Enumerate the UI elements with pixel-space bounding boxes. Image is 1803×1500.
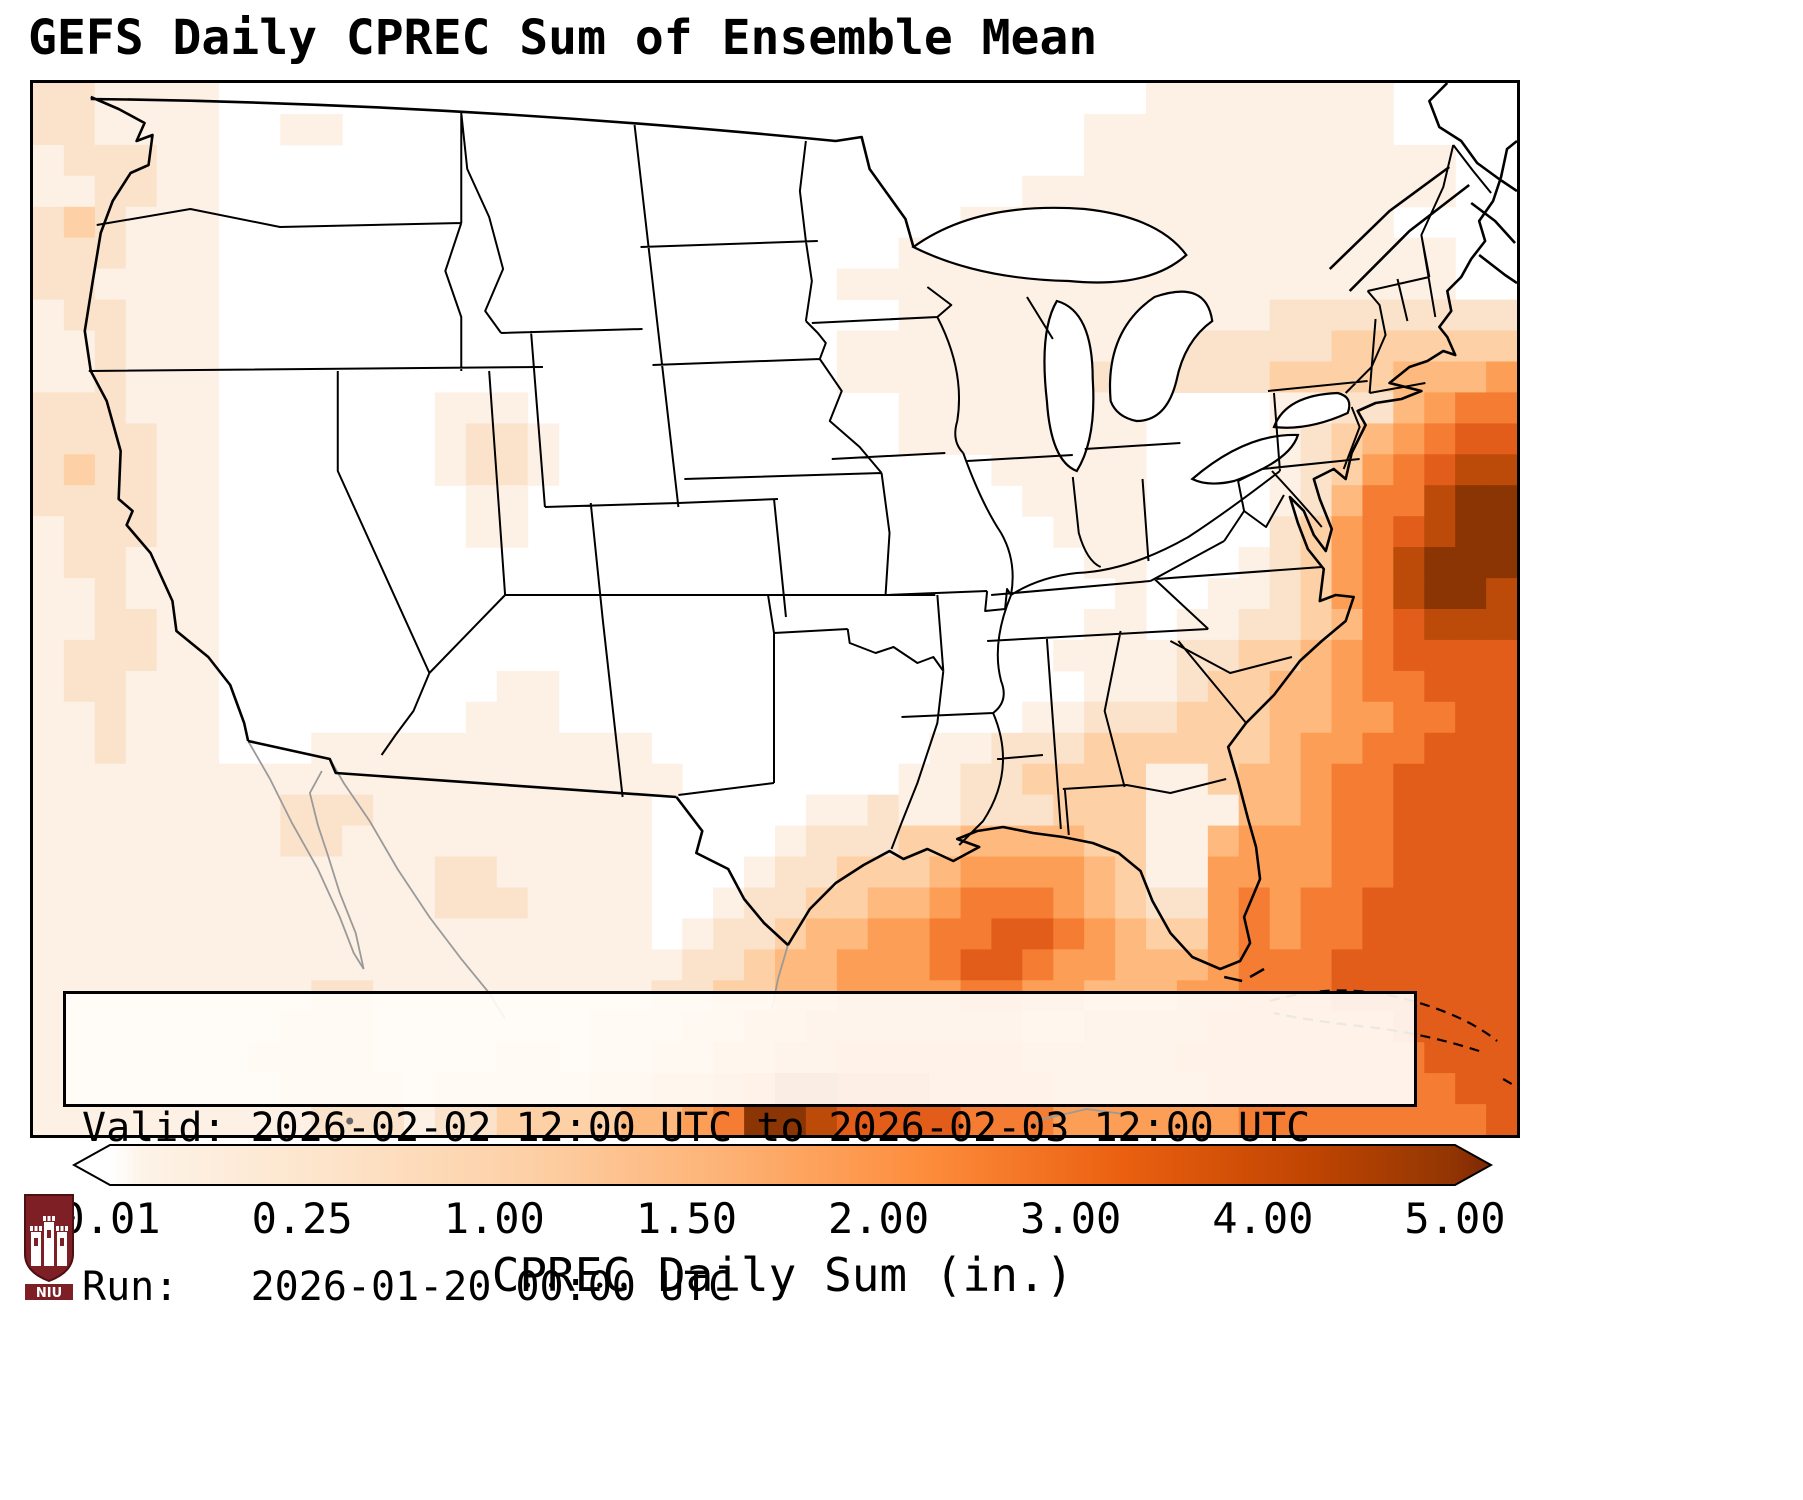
valid-run-info-box: Valid: 2026-02-02 12:00 UTC to 2026-02-0… (63, 991, 1417, 1310)
page-title: GEFS Daily CPREC Sum of Ensemble Mean (28, 10, 1098, 66)
colorbar-tick-label: 0.01 (59, 1194, 161, 1243)
colorbar-tick-label: 3.00 (1020, 1194, 1122, 1243)
us-precipitation-map (33, 83, 1517, 1135)
niu-logo-text: NIU (36, 1286, 62, 1300)
state-boundaries (88, 112, 1492, 850)
colorbar-tick-label: 4.00 (1212, 1194, 1314, 1243)
colorbar-tick-labels: 0.01 0.25 1.00 1.50 2.00 3.00 4.00 5.00 (59, 1194, 1505, 1246)
colorbar (70, 1142, 1495, 1188)
colorbar-axis-label: CPREC Daily Sum (in.) (491, 1248, 1074, 1302)
colorbar-tick-label: 0.25 (251, 1194, 353, 1243)
colorbar-tick-label: 5.00 (1404, 1194, 1506, 1243)
great-lakes (911, 206, 1351, 485)
island-dot (346, 1117, 354, 1125)
precipitation-heatmap-cells (33, 83, 1517, 1135)
run-time-text: Run: 2026-01-20 00:00 UTC (82, 1264, 733, 1310)
coastline (83, 83, 1517, 983)
niu-logo: NIU (24, 1194, 74, 1300)
precipitation-map-panel: Valid: 2026-02-02 12:00 UTC to 2026-02-0… (30, 80, 1520, 1310)
castle-icon (30, 1216, 68, 1266)
colorbar-tick-label: 1.50 (635, 1194, 737, 1243)
colorbar-tick-label: 1.00 (443, 1194, 545, 1243)
colorbar-gradient-bar (71, 1144, 1494, 1186)
colorbar-tick-label: 2.00 (827, 1194, 930, 1243)
valid-time-text: Valid: 2026-02-02 12:00 UTC to 2026-02-0… (82, 1105, 1311, 1151)
mexico-coastline (247, 740, 1131, 1122)
